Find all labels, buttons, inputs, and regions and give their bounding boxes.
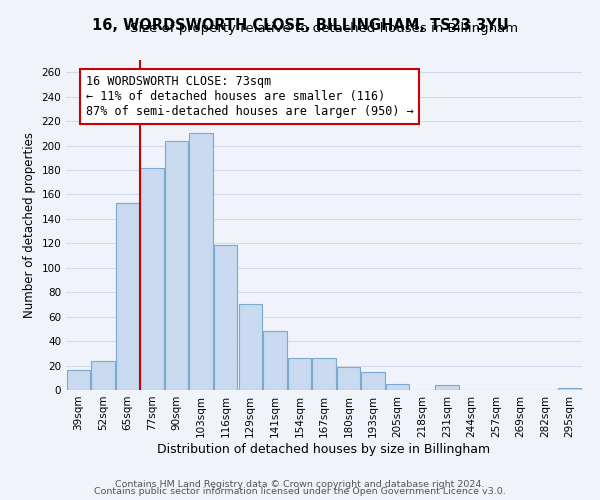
Bar bbox=[214, 244, 238, 390]
Title: Size of property relative to detached houses in Billingham: Size of property relative to detached ho… bbox=[130, 22, 518, 35]
Bar bbox=[313, 358, 335, 390]
Bar bbox=[435, 385, 458, 390]
Bar bbox=[239, 304, 262, 390]
Bar bbox=[190, 134, 213, 390]
Bar bbox=[140, 168, 164, 390]
Bar bbox=[116, 203, 139, 390]
Bar bbox=[263, 332, 287, 390]
Bar bbox=[337, 367, 360, 390]
Bar bbox=[361, 372, 385, 390]
Text: 16 WORDSWORTH CLOSE: 73sqm
← 11% of detached houses are smaller (116)
87% of sem: 16 WORDSWORTH CLOSE: 73sqm ← 11% of deta… bbox=[86, 74, 413, 118]
Bar bbox=[67, 370, 90, 390]
Text: Contains public sector information licensed under the Open Government Licence v3: Contains public sector information licen… bbox=[94, 488, 506, 496]
Text: Contains HM Land Registry data © Crown copyright and database right 2024.: Contains HM Land Registry data © Crown c… bbox=[115, 480, 485, 489]
Bar bbox=[558, 388, 581, 390]
X-axis label: Distribution of detached houses by size in Billingham: Distribution of detached houses by size … bbox=[157, 442, 491, 456]
Bar bbox=[165, 140, 188, 390]
Text: 16, WORDSWORTH CLOSE, BILLINGHAM, TS23 3YU: 16, WORDSWORTH CLOSE, BILLINGHAM, TS23 3… bbox=[92, 18, 508, 32]
Bar bbox=[386, 384, 409, 390]
Y-axis label: Number of detached properties: Number of detached properties bbox=[23, 132, 36, 318]
Bar bbox=[288, 358, 311, 390]
Bar bbox=[91, 360, 115, 390]
